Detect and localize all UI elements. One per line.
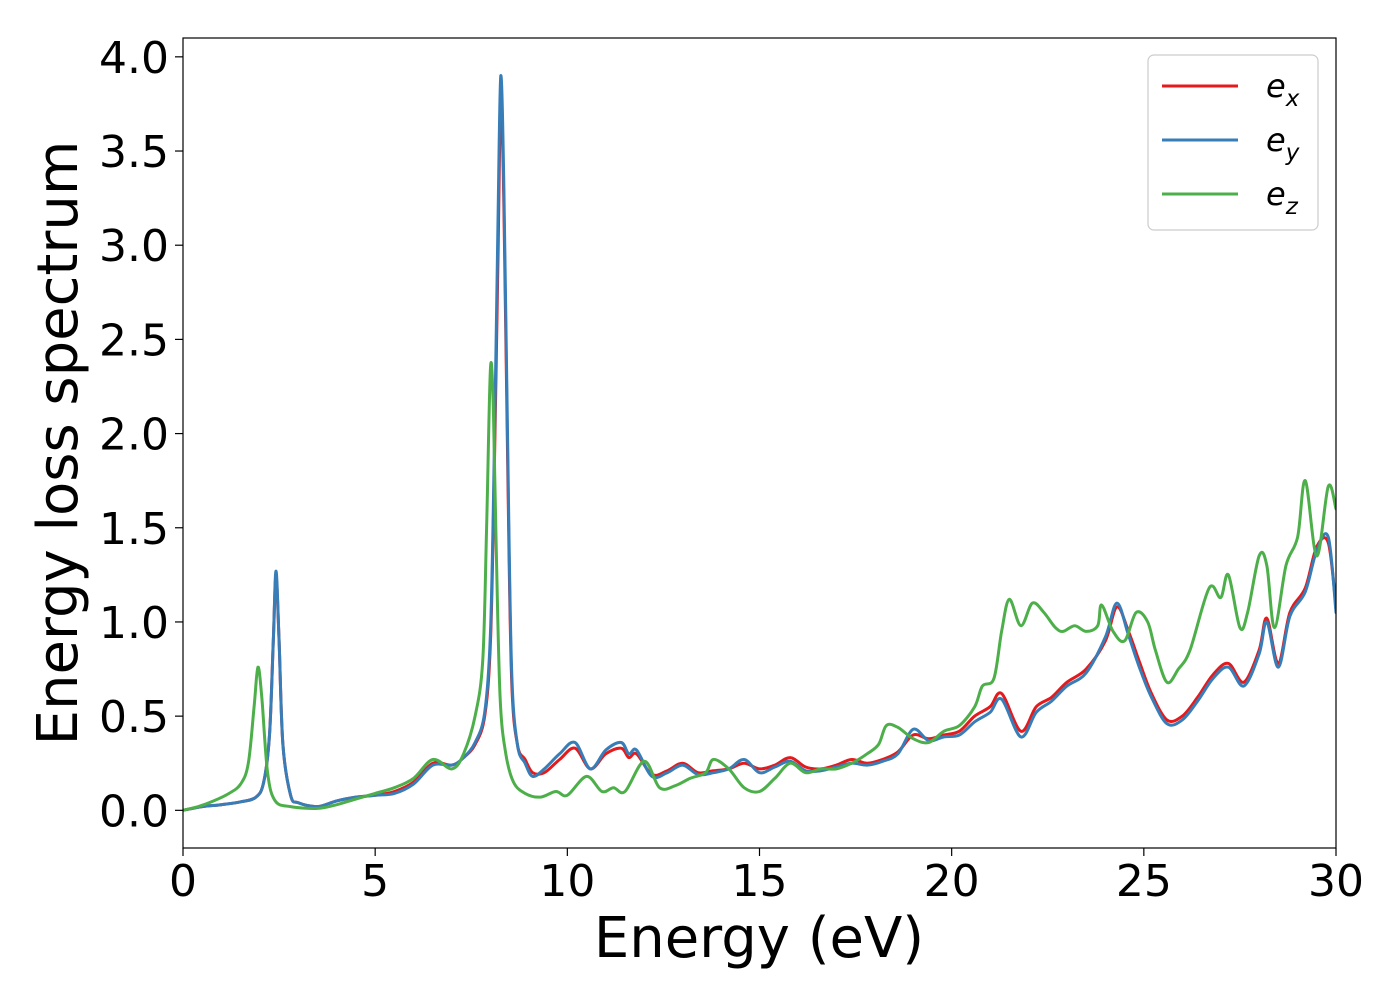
series-layer <box>183 74 1336 812</box>
x-tick-label: 30 <box>1308 856 1364 907</box>
x-tick-label: 0 <box>169 856 197 907</box>
x-axis-ticks: 0 5 10 15 20 25 30 <box>169 848 1364 907</box>
x-tick-label: 10 <box>539 856 595 907</box>
legend-label-base: e <box>1266 121 1286 159</box>
legend-label-x: ex <box>1266 67 1300 112</box>
y-tick-label: 1.5 <box>99 504 169 555</box>
x-tick-label: 5 <box>361 856 389 907</box>
legend-label-subscript: y <box>1285 140 1300 166</box>
y-tick-label: 3.0 <box>99 221 169 272</box>
y-tick-label: 3.5 <box>99 127 169 178</box>
x-tick-label: 15 <box>732 856 788 907</box>
legend-label-subscript: x <box>1285 86 1300 112</box>
y-tick-label: 0.5 <box>99 692 169 743</box>
legend-label-base: e <box>1266 175 1286 213</box>
legend-label-y: ey <box>1266 121 1300 166</box>
x-axis-label: Energy (eV) <box>594 906 924 971</box>
series-line-z <box>183 360 1336 812</box>
y-tick-label: 2.5 <box>99 315 169 366</box>
y-tick-label: 4.0 <box>99 33 169 84</box>
y-tick-label: 2.0 <box>99 410 169 461</box>
y-axis-ticks: 0.0 0.5 1.0 1.5 2.0 2.5 3.0 3.5 4.0 <box>99 33 183 837</box>
y-tick-label: 1.0 <box>99 598 169 649</box>
legend-label-z: ez <box>1266 175 1299 220</box>
legend-label-base: e <box>1266 67 1286 105</box>
legend-box <box>1147 54 1319 231</box>
legend-label-subscript: z <box>1285 194 1299 220</box>
x-tick-label: 25 <box>1116 856 1172 907</box>
y-tick-label: 0.0 <box>99 786 169 837</box>
plot-area <box>183 38 1336 848</box>
y-axis-label: Energy loss spectrum <box>26 141 91 746</box>
x-tick-label: 20 <box>924 856 980 907</box>
